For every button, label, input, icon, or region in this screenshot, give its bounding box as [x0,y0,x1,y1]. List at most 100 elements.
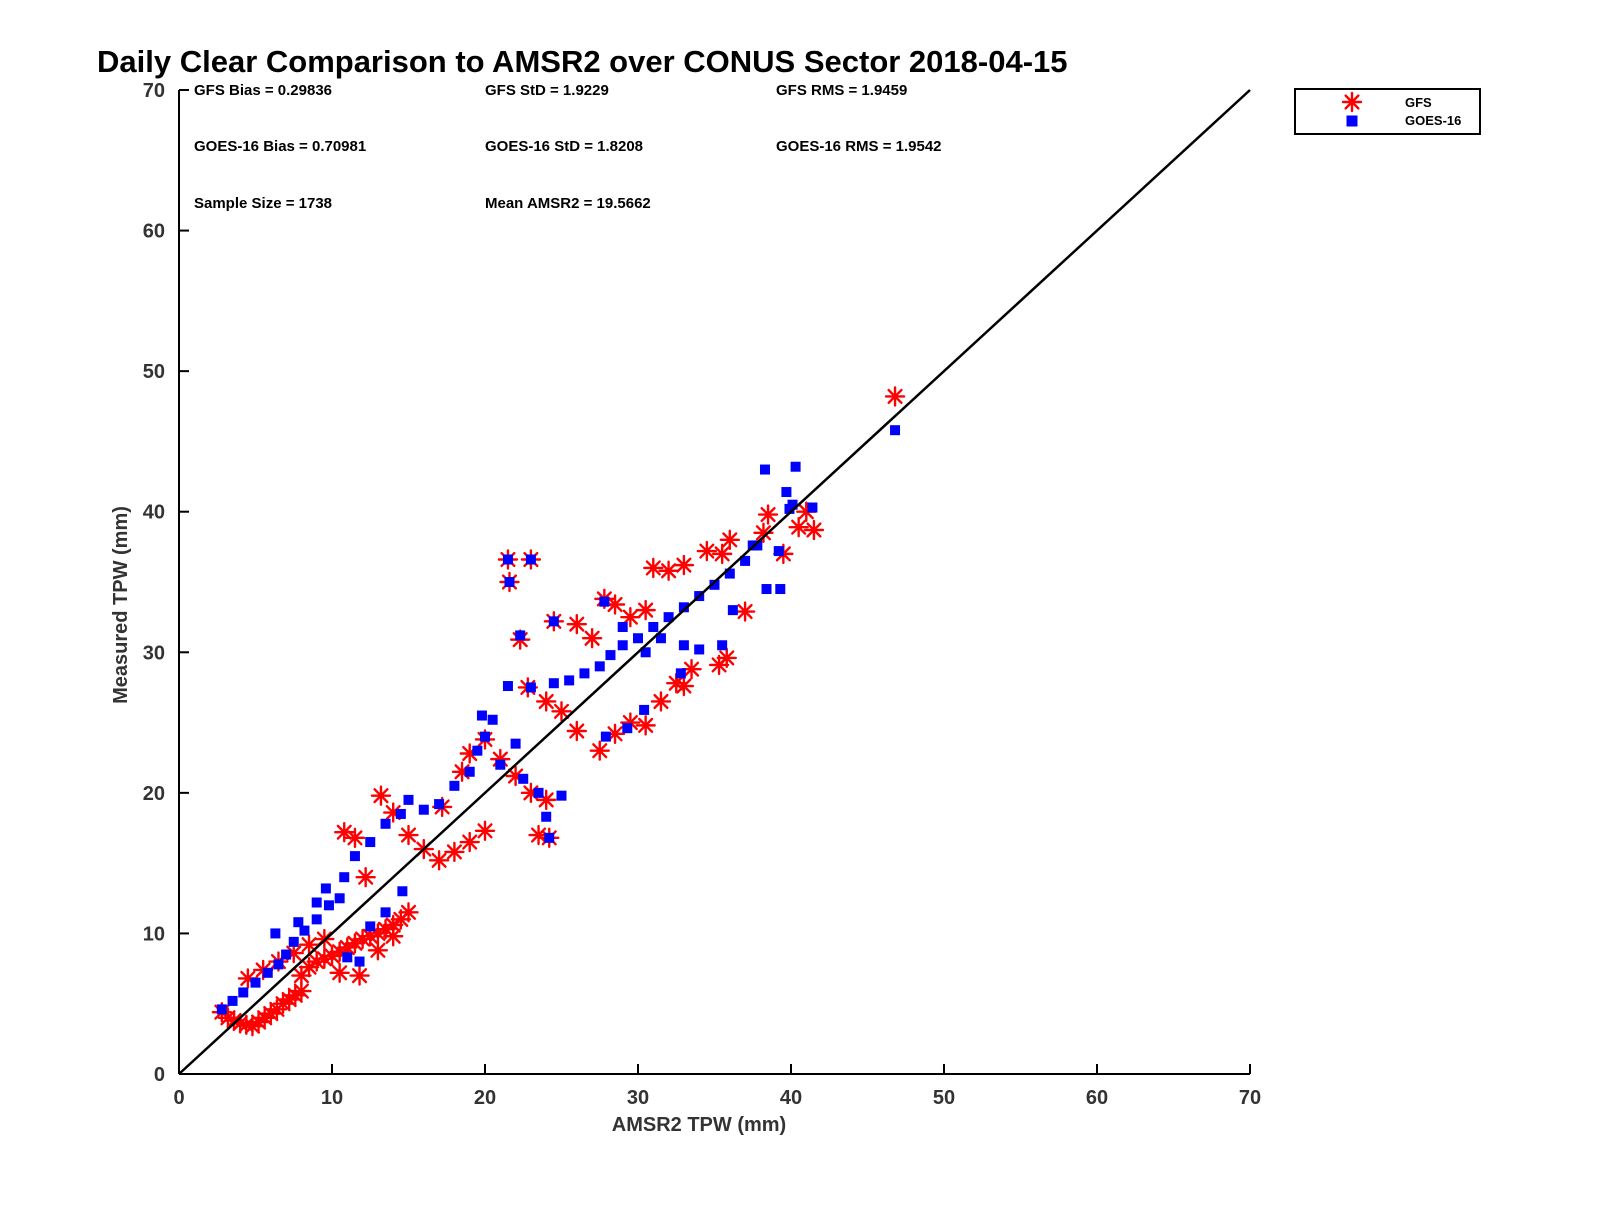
data-point [472,745,483,756]
data-point [428,850,450,871]
annotation-mean-amsr2: Mean AMSR2 = 19.5662 [485,195,651,212]
x-tick-label: 10 [321,1087,343,1109]
data-point [803,519,825,541]
data-point [884,386,906,407]
data-point [787,499,798,510]
data-point [694,644,705,655]
data-point [342,952,353,963]
data-point [344,827,366,849]
data-point [727,605,738,616]
x-tick-label: 50 [933,1087,955,1109]
data-point [579,668,590,679]
data-point [525,682,536,693]
data-point [380,818,391,829]
data-point [544,832,555,843]
x-axis-label: AMSR2 TPW (mm) [612,1114,786,1136]
data-point [678,640,689,651]
data-point [502,681,513,692]
x-tick-label: 20 [474,1087,496,1109]
data-point [398,902,419,923]
data-point [273,959,284,970]
data-point [740,555,751,566]
data-point [678,602,689,613]
data-point [365,837,376,848]
y-tick-label: 0 [154,1064,165,1086]
data-point [548,616,559,627]
data-point [370,785,392,806]
data-point [418,804,429,815]
data-point [711,543,733,565]
reference-line-1-to-1 [178,89,1251,1075]
data-point [464,766,475,777]
data-point [788,516,809,538]
annotation-gfs-std: GFS StD = 1.9229 [485,82,609,99]
statistics-annotations: GFS Bias = 0.29836 GFS StD = 1.9229 GFS … [194,82,942,212]
data-point [320,883,331,894]
data-point [564,675,575,686]
series-goes-16 [216,425,901,1015]
data-point [355,867,376,888]
data-point [474,820,496,842]
data-point [480,731,490,742]
data-point [556,790,567,801]
data-point [675,668,686,679]
y-tick-label: 50 [143,361,165,383]
data-point [339,872,350,883]
data-point [238,987,249,998]
data-point [734,601,756,622]
data-point [773,546,784,557]
data-point [518,773,529,784]
data-point [757,504,779,525]
data-point [533,787,544,798]
data-point [510,738,521,749]
data-point [449,780,460,791]
data-point [525,554,536,565]
data-point [617,621,628,632]
data-point [709,579,720,590]
data-point [648,621,659,632]
data-point [599,596,610,607]
data-point [589,740,610,761]
data-point [403,794,414,805]
legend-marker-goes-16 [1346,115,1358,127]
data-point [367,940,389,961]
data-point [476,710,487,721]
data-point [311,897,322,908]
data-point [617,640,628,651]
data-point [600,731,611,742]
data-point [397,886,408,897]
data-point [395,808,406,819]
y-axis-label: Measured TPW (mm) [110,506,132,704]
data-point [633,633,643,644]
data-point [349,851,360,862]
y-tick-label: 10 [143,923,165,945]
annotation-sample-size: Sample Size = 1738 [194,195,332,212]
y-tick-label: 40 [143,502,165,524]
data-point [663,612,674,623]
data-point [605,650,616,661]
data-point [635,599,656,621]
data-point [717,640,728,651]
legend-box [1294,88,1481,135]
annotation-goes-std: GOES-16 StD = 1.8208 [485,138,643,155]
x-tick-label: 60 [1086,1087,1108,1109]
data-point [635,715,656,736]
data-point [594,661,605,672]
data-point [548,678,559,689]
data-point [288,936,299,947]
legend: GFS GOES-16 [1294,88,1481,135]
data-point [655,633,666,644]
x-tick-label: 40 [780,1087,802,1109]
annotation-goes-bias: GOES-16 Bias = 0.70981 [194,138,366,155]
y-tick-label: 70 [143,80,165,102]
y-tick-label: 20 [143,783,165,805]
data-point [790,461,801,472]
legend-label-goes-16: GOES-16 [1405,113,1461,128]
data-point [640,647,651,658]
data-point [536,691,557,712]
annotation-gfs-bias: GFS Bias = 0.29836 [194,82,332,99]
x-tick-label: 30 [627,1087,649,1109]
annotation-goes-rms: GOES-16 RMS = 1.9542 [776,138,942,155]
